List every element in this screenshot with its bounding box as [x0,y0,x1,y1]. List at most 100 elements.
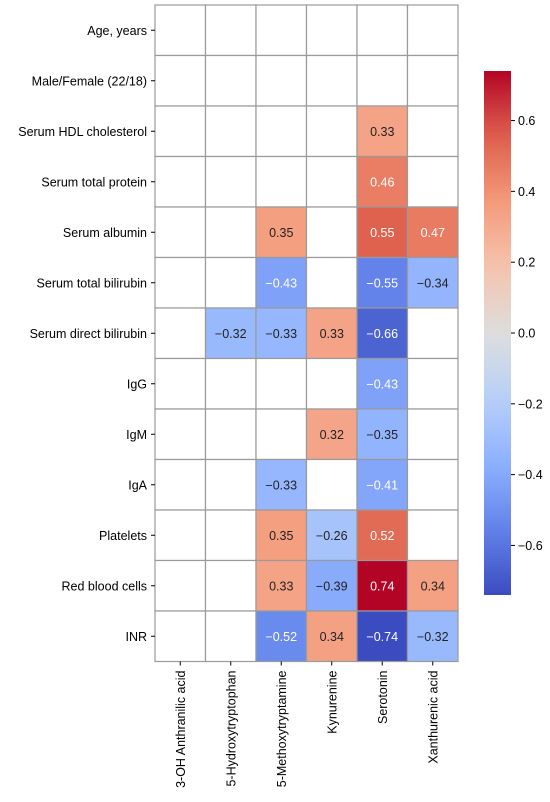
heatmap-cell [305,509,358,562]
colorbar-tick-label: 0.6 [518,114,535,128]
heatmap-cell [154,155,207,208]
colorbar-tick-label: 0.4 [518,185,535,199]
heatmap-cell [305,4,358,57]
heatmap-cell [406,357,459,410]
row-label: Serum HDL cholesterol [18,125,147,139]
row-label: INR [125,630,147,644]
row-label: IgA [128,478,147,492]
cell-value-label: 0.33 [320,327,344,341]
cell-value-label: −0.55 [366,276,398,290]
heatmap-cell [204,256,257,309]
heatmap-cell [305,559,358,612]
cell-value-label: 0.35 [269,529,293,543]
heatmap-cell [154,610,207,663]
heatmap-cell [255,105,308,158]
cell-value-label: 0.52 [370,529,394,543]
heatmap-cell [154,4,207,57]
column-label: 5-Methoxytryptamine [275,670,289,787]
column-label: 5-Hydroxytryptophan [224,670,238,786]
row-label: IgM [126,428,147,442]
heatmap-cell [406,105,459,158]
heatmap-cell [255,509,308,562]
heatmap-cells: 0.33 0.46 0.35 0.55 0.47 −0.43 −0.55 −0.34 −0.32… [154,4,459,663]
row-label: Male/Female (22/18) [32,74,147,88]
heatmap-cell [204,105,257,158]
heatmap-cell [305,256,358,309]
heatmap-cell [154,307,207,360]
heatmap-cell [406,155,459,208]
heatmap-cell [305,458,358,511]
heatmap-cell [255,559,308,612]
column-label: Serotonin [376,670,390,724]
cell-value-label: 0.34 [320,630,344,644]
heatmap-cell [154,509,207,562]
heatmap-cell [356,509,409,562]
column-label: Xanthurenic acid [426,670,440,763]
heatmap-cell [406,307,459,360]
heatmap-cell [204,155,257,208]
heatmap-cell [406,610,459,663]
cell-value-label: 0.35 [269,226,293,240]
heatmap-cell [255,458,308,511]
heatmap-cell [154,559,207,612]
heatmap-cell [406,54,459,107]
cell-value-label: −0.33 [265,327,297,341]
heatmap-cell [305,357,358,410]
cell-value-label: 0.34 [421,579,445,593]
row-label: IgG [127,377,147,391]
cell-value-label: −0.34 [417,276,449,290]
cell-value-label: −0.43 [265,276,297,290]
cell-value-label: 0.33 [370,125,394,139]
heatmap-cell [154,54,207,107]
colorbar-tick-label: −0.2 [518,397,543,411]
heatmap-cell [255,155,308,208]
heatmap-cell [154,256,207,309]
colorbar-tick-label: 0.2 [518,256,535,270]
cell-value-label: −0.32 [215,327,247,341]
cell-value-label: −0.52 [265,630,297,644]
heatmap-cell [255,357,308,410]
heatmap-cell [406,256,459,309]
heatmap-cell [356,105,409,158]
heatmap-cell [204,54,257,107]
heatmap-cell [406,4,459,57]
row-labels: Age, years Male/Female (22/18) Serum HDL c… [18,24,155,644]
row-label: Red blood cells [62,579,147,593]
heatmap-cell [204,206,257,259]
row-label: Platelets [99,529,147,543]
row-label: Serum total bilirubin [37,276,148,290]
heatmap-cell [305,206,358,259]
column-labels: 3-OH Anthranilic acid 5-Hydroxytryptophan… [174,661,440,788]
heatmap-cell [154,105,207,158]
cell-value-label: −0.26 [316,529,348,543]
cell-value-label: −0.32 [417,630,449,644]
heatmap-cell [305,54,358,107]
heatmap-cell [356,4,409,57]
row-label: Serum albumin [63,226,147,240]
heatmap-cell [154,458,207,511]
heatmap-cell [204,357,257,410]
heatmap-cell [255,307,308,360]
colorbar-gradient [484,71,511,595]
cell-value-label: −0.35 [366,428,398,442]
heatmap-cell [154,408,207,461]
heatmap-cell [255,256,308,309]
heatmap-cell [356,155,409,208]
heatmap-cell [356,559,409,612]
heatmap-cell [406,408,459,461]
cell-value-label: −0.43 [366,377,398,391]
cell-value-label: −0.41 [366,478,398,492]
heatmap-cell [255,54,308,107]
heatmap-cell [305,408,358,461]
cell-value-label: 0.47 [421,226,445,240]
cell-value-label: 0.32 [320,428,344,442]
cell-value-label: −0.66 [366,327,398,341]
column-label: Kynurenine [325,670,339,733]
colorbar-tick-label: −0.4 [518,468,543,482]
heatmap-cell [255,408,308,461]
heatmap-cell [406,509,459,562]
heatmap-cell [204,610,257,663]
row-label: Age, years [87,24,147,38]
colorbar-ticks: 0.6 0.4 0.2 0.0 −0.2 −0.4 −0.6 [511,114,543,553]
